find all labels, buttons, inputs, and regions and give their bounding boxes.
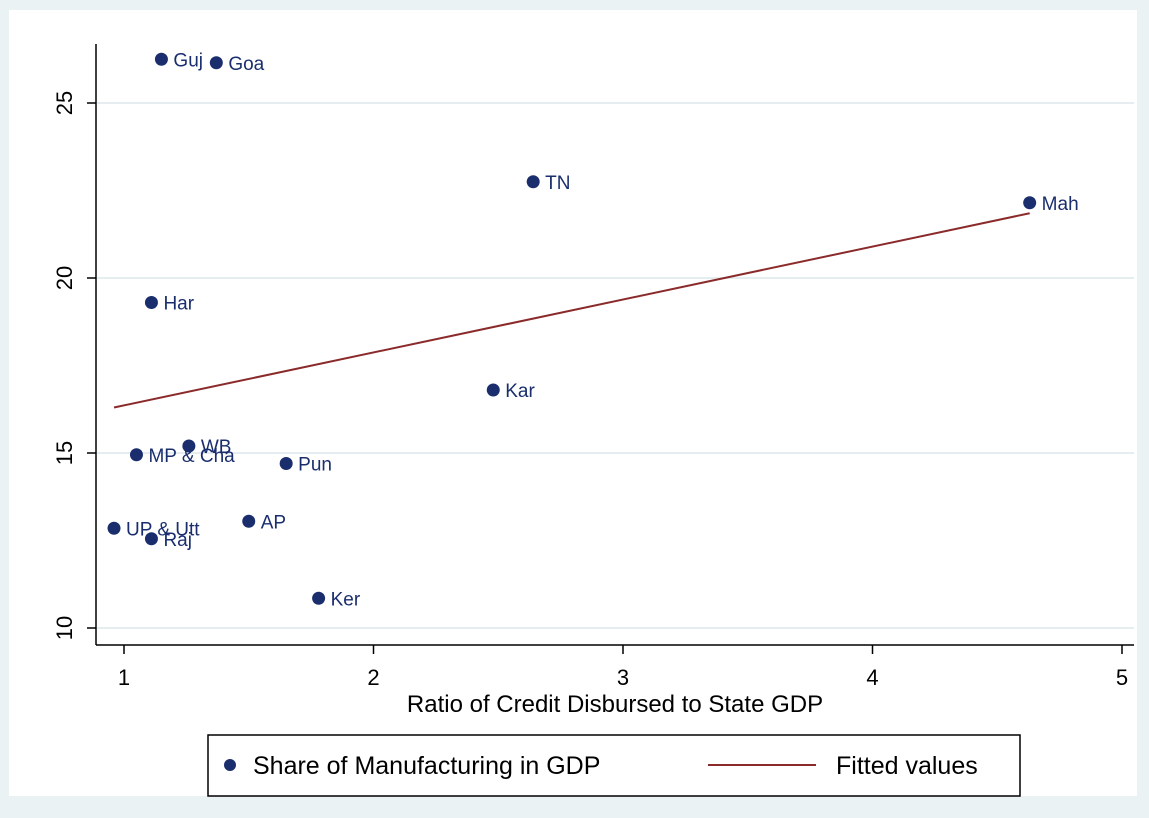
scatter-point <box>242 514 256 528</box>
scatter-point <box>107 521 121 535</box>
legend-label-line: Fitted values <box>836 752 978 780</box>
scatter-point <box>129 448 143 462</box>
point-label: UP & Utt <box>126 519 200 540</box>
legend-label-scatter: Share of Manufacturing in GDP <box>253 752 600 780</box>
y-axis-ticks: 10 15 20 25 <box>52 91 96 640</box>
point-label: Raj <box>163 530 192 551</box>
point-label: Goa <box>228 54 264 75</box>
legend-box <box>207 734 1021 797</box>
y-tick-label: 20 <box>52 266 77 290</box>
point-label: TN <box>545 173 570 194</box>
scatter-point <box>154 52 168 66</box>
scatter-point <box>144 532 158 546</box>
fitted-line-layer <box>113 212 1030 409</box>
point-label: AP <box>261 512 286 533</box>
x-tick-label: 3 <box>617 665 629 690</box>
x-tick-label: 2 <box>367 665 379 690</box>
x-tick-label: 4 <box>866 665 878 690</box>
point-label: WB <box>201 437 232 458</box>
scatter-point <box>1023 196 1037 210</box>
x-tick-label: 5 <box>1116 665 1128 690</box>
scatter-point <box>486 383 500 397</box>
x-axis-ticks: 1 2 3 4 5 <box>118 645 1128 690</box>
scatter-point <box>209 56 223 70</box>
chart-panel <box>9 10 1137 796</box>
x-axis-title: Ratio of Credit Disbursed to State GDP <box>407 691 823 718</box>
scatter-point <box>182 439 196 453</box>
y-tick-label: 10 <box>52 616 77 640</box>
legend: Share of Manufacturing in GDP Fitted val… <box>207 734 1021 797</box>
point-label: Har <box>163 294 194 315</box>
x-tick-label: 1 <box>118 665 130 690</box>
scatter-point <box>312 591 326 605</box>
scatter-point <box>279 457 293 470</box>
point-label: MP & Cha <box>148 446 235 467</box>
point-label: Pun <box>298 455 332 476</box>
y-tick-label: 15 <box>52 441 77 465</box>
point-label: Ker <box>331 589 361 610</box>
point-label: Mah <box>1042 194 1079 215</box>
point-label: Guj <box>173 50 203 71</box>
scatter-point <box>144 296 158 309</box>
legend-marker-scatter <box>224 759 236 771</box>
scatter-point <box>526 175 540 189</box>
point-label: Kar <box>505 381 535 402</box>
fitted-values-line <box>113 212 1030 409</box>
gridlines <box>97 102 1134 629</box>
y-tick-label: 25 <box>52 91 77 115</box>
